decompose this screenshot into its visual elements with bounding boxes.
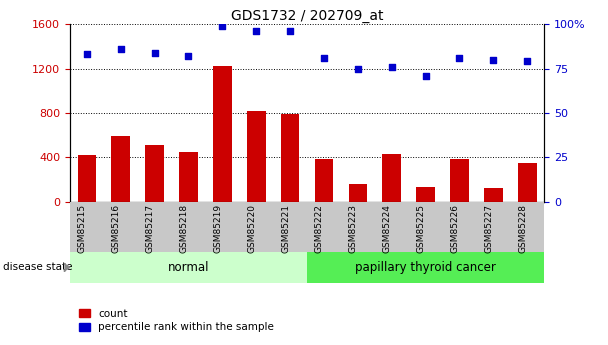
Text: normal: normal: [168, 261, 209, 274]
Title: GDS1732 / 202709_at: GDS1732 / 202709_at: [231, 9, 383, 23]
Text: GSM85222: GSM85222: [315, 204, 324, 253]
Point: [421, 73, 430, 78]
Text: GSM85223: GSM85223: [349, 204, 358, 253]
Bar: [111, 136, 130, 202]
Bar: [518, 163, 536, 202]
Bar: [348, 184, 367, 202]
Point: [455, 55, 465, 61]
Bar: [78, 155, 96, 202]
Point: [353, 66, 363, 71]
Point: [285, 29, 295, 34]
Text: GSM85228: GSM85228: [518, 204, 527, 253]
Bar: [450, 158, 469, 202]
Bar: [315, 158, 333, 202]
Text: GSM85216: GSM85216: [112, 204, 121, 254]
Text: GSM85221: GSM85221: [281, 204, 290, 253]
Legend: count, percentile rank within the sample: count, percentile rank within the sample: [75, 305, 278, 336]
Point: [522, 59, 532, 64]
Text: GSM85224: GSM85224: [382, 204, 392, 253]
Text: GSM85225: GSM85225: [416, 204, 426, 253]
Bar: [416, 187, 435, 202]
Text: GSM85218: GSM85218: [179, 204, 188, 254]
Text: GSM85220: GSM85220: [247, 204, 256, 253]
Point: [319, 55, 329, 61]
Text: papillary thyroid cancer: papillary thyroid cancer: [355, 261, 496, 274]
Point: [184, 53, 193, 59]
Bar: [382, 154, 401, 202]
Bar: [247, 111, 266, 202]
Text: GSM85215: GSM85215: [78, 204, 87, 254]
Bar: [145, 145, 164, 202]
Text: GSM85226: GSM85226: [451, 204, 460, 253]
Point: [82, 52, 92, 57]
Point: [150, 50, 159, 55]
Point: [488, 57, 498, 62]
Text: GSM85227: GSM85227: [485, 204, 493, 253]
Bar: [213, 66, 232, 202]
Point: [116, 46, 126, 52]
Bar: [484, 188, 503, 202]
Point: [387, 64, 396, 70]
Point: [218, 23, 227, 29]
Text: disease state: disease state: [3, 263, 72, 272]
Bar: [281, 114, 299, 202]
Text: GSM85219: GSM85219: [213, 204, 223, 254]
Bar: [179, 152, 198, 202]
Text: GSM85217: GSM85217: [145, 204, 154, 254]
Point: [251, 29, 261, 34]
